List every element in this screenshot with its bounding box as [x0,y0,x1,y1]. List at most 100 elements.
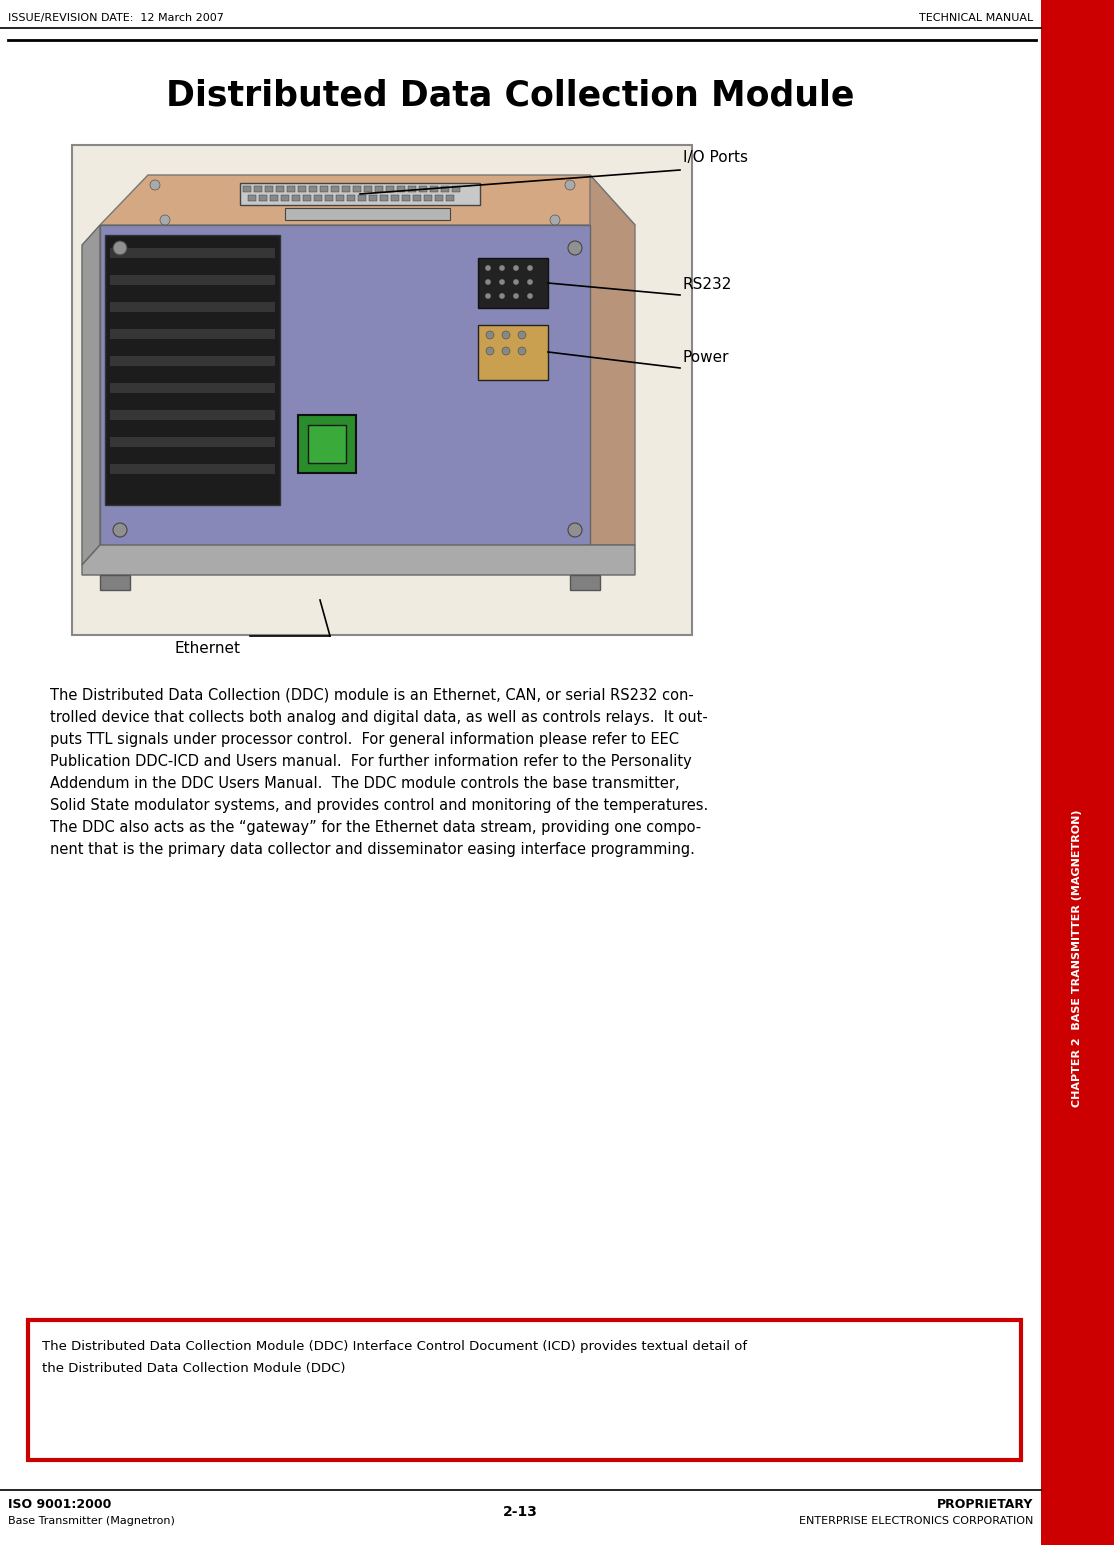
Text: nent that is the primary data collector and disseminator easing interface progra: nent that is the primary data collector … [50,842,695,857]
Bar [287,185,295,192]
Bar [1040,0,1114,1545]
Bar [276,185,284,192]
Bar [314,195,322,201]
Text: ISSUE/REVISION DATE:  12 March 2007: ISSUE/REVISION DATE: 12 March 2007 [8,12,224,23]
Bar [110,464,275,474]
Circle shape [150,181,160,190]
Text: The Distributed Data Collection Module (DDC) Interface Control Document (ICD) pr: The Distributed Data Collection Module (… [42,1340,747,1353]
Text: Publication DDC-ICD and Users manual.  For further information refer to the Pers: Publication DDC-ICD and Users manual. Fo… [50,754,692,769]
Circle shape [514,266,519,270]
Bar [72,145,692,635]
Bar [325,195,333,201]
Circle shape [485,294,491,300]
Bar [248,195,256,201]
Circle shape [502,348,510,355]
Bar [342,185,350,192]
Bar [281,195,289,201]
Text: PROPRIETARY: PROPRIETARY [937,1499,1033,1511]
Bar [110,329,275,338]
Text: CHAPTER 2  BASE TRANSMITTER (MAGNETRON): CHAPTER 2 BASE TRANSMITTER (MAGNETRON) [1073,810,1083,1106]
Text: Addendum in the DDC Users Manual.  The DDC module controls the base transmitter,: Addendum in the DDC Users Manual. The DD… [50,776,680,791]
Bar [397,185,405,192]
Text: ENTERPRISE ELECTRONICS CORPORATION: ENTERPRISE ELECTRONICS CORPORATION [799,1516,1033,1526]
Bar [441,185,449,192]
Bar [243,185,251,192]
Bar [320,185,328,192]
Bar [336,195,344,201]
Bar [369,195,377,201]
Circle shape [550,215,560,226]
Text: The Distributed Data Collection (DDC) module is an Ethernet, CAN, or serial RS23: The Distributed Data Collection (DDC) mo… [50,688,694,703]
Text: ISO 9001:2000: ISO 9001:2000 [8,1499,111,1511]
Text: 2-13: 2-13 [504,1505,538,1519]
Bar [364,185,372,192]
Bar [100,575,130,590]
Bar [446,195,455,201]
Text: I/O Ports: I/O Ports [683,150,747,165]
Text: trolled device that collects both analog and digital data, as well as controls r: trolled device that collects both analog… [50,711,707,725]
Bar [419,185,427,192]
Bar [413,195,421,201]
Circle shape [499,280,505,284]
Bar [303,195,311,201]
Bar [299,416,356,473]
Bar [358,195,367,201]
Circle shape [486,331,494,338]
Circle shape [565,181,575,190]
Circle shape [568,524,582,538]
Bar [292,195,300,201]
Circle shape [527,266,532,270]
Polygon shape [100,226,590,545]
Text: TECHNICAL MANUAL: TECHNICAL MANUAL [919,12,1033,23]
Circle shape [527,294,532,300]
Circle shape [485,266,491,270]
Text: Power: Power [683,351,730,365]
Text: The DDC also acts as the “gateway” for the Ethernet data stream, providing one c: The DDC also acts as the “gateway” for t… [50,820,701,834]
Bar [254,185,262,192]
Bar [307,425,346,464]
Circle shape [518,331,526,338]
Bar [28,1319,1022,1460]
Circle shape [502,331,510,338]
Bar [391,195,399,201]
Bar [110,275,275,284]
Circle shape [518,348,526,355]
Bar [408,185,416,192]
Circle shape [160,215,170,226]
Text: Distributed Data Collection Module: Distributed Data Collection Module [166,77,854,111]
Circle shape [514,280,519,284]
Circle shape [499,294,505,300]
Bar [265,185,273,192]
Bar [346,195,355,201]
Polygon shape [82,226,100,565]
Bar [402,195,410,201]
Text: Solid State modulator systems, and provides control and monitoring of the temper: Solid State modulator systems, and provi… [50,799,709,813]
Circle shape [499,266,505,270]
Bar [385,185,394,192]
Polygon shape [590,175,635,545]
Bar [309,185,317,192]
Bar [430,185,438,192]
Bar [299,185,306,192]
Bar [240,182,480,205]
Bar [285,209,450,219]
Bar [110,249,275,258]
Bar [434,195,443,201]
Bar [424,195,432,201]
Bar [258,195,267,201]
Bar [570,575,600,590]
Bar [380,195,388,201]
Bar [375,185,383,192]
Bar [105,235,280,505]
Polygon shape [100,175,635,226]
Circle shape [113,241,127,255]
Text: the Distributed Data Collection Module (DDC): the Distributed Data Collection Module (… [42,1363,345,1375]
Bar [110,355,275,366]
Bar [478,258,548,307]
Circle shape [527,280,532,284]
Bar [110,383,275,392]
Bar [110,409,275,420]
Text: RS232: RS232 [683,277,732,292]
Bar [110,301,275,312]
Text: Base Transmitter (Magnetron): Base Transmitter (Magnetron) [8,1516,175,1526]
